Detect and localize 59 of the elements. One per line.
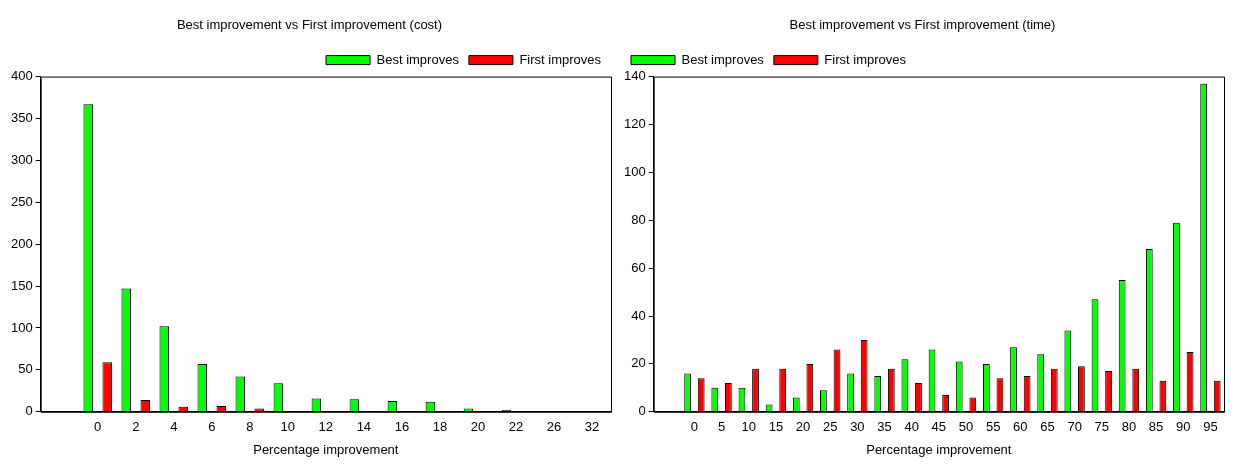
x-tick-label: 0 (690, 419, 699, 435)
x-tick-label: 65 (1040, 419, 1055, 435)
x-tick-label: 10 (280, 419, 296, 435)
y-tick-label: 50 (18, 361, 33, 377)
x-tick-label: 20 (470, 419, 486, 435)
x-axis-title: Percentage improvement (253, 441, 399, 457)
x-tick-label: 45 (931, 419, 947, 435)
x-tick-label: 50 (958, 419, 974, 435)
chart-title: Best improvement vs First improvement (cost) (176, 17, 443, 33)
x-tick-label: 75 (1094, 419, 1110, 435)
x-tick-label: 15 (768, 419, 784, 435)
x-tick-label: 6 (208, 419, 216, 435)
x-tick-label: 2 (132, 419, 140, 435)
x-axis-title: Percentage improvement (866, 441, 1012, 457)
x-tick-label: 80 (1121, 419, 1137, 435)
x-tick-label: 22 (508, 419, 524, 435)
x-tick-label: 8 (246, 419, 254, 435)
legend-label: Best improves (681, 51, 765, 67)
x-tick-label: 20 (795, 419, 811, 435)
y-tick-label: 100 (10, 319, 33, 335)
y-tick-label: 0 (25, 403, 33, 419)
y-tick-label: 400 (10, 68, 33, 84)
x-tick-label: 60 (1013, 419, 1028, 435)
y-tick-label: 0 (638, 403, 646, 419)
x-tick-label: 40 (904, 419, 919, 435)
x-tick-label: 35 (877, 419, 892, 435)
x-tick-label: 30 (850, 419, 865, 435)
y-tick-label: 140 (623, 68, 646, 84)
x-tick-label: 55 (985, 419, 1001, 435)
x-tick-label: 4 (170, 419, 178, 435)
legend-label: First improves (824, 51, 907, 67)
y-tick-label: 200 (10, 235, 33, 251)
x-tick-label: 70 (1067, 419, 1082, 435)
y-tick-label: 80 (631, 211, 646, 227)
y-tick-label: 350 (10, 110, 33, 126)
y-tick-label: 20 (631, 355, 646, 371)
legend-label: Best improves (376, 51, 460, 67)
chart-title: Best improvement vs First improvement (time) (789, 17, 1056, 33)
y-tick-label: 250 (10, 193, 33, 209)
y-tick-label: 300 (10, 151, 33, 167)
x-tick-label: 12 (318, 419, 334, 435)
x-tick-label: 25 (822, 419, 838, 435)
x-tick-label: 14 (356, 419, 372, 435)
x-tick-label: 18 (432, 419, 448, 435)
x-tick-label: 5 (717, 419, 726, 435)
x-tick-label: 16 (394, 419, 410, 435)
x-tick-label: 85 (1148, 419, 1164, 435)
x-tick-label: 32 (584, 419, 600, 435)
x-tick-label: 95 (1203, 419, 1218, 435)
legend-label: First improves (519, 51, 602, 67)
y-tick-label: 100 (623, 163, 646, 179)
y-tick-label: 150 (10, 277, 33, 293)
x-tick-label: 90 (1176, 419, 1191, 435)
x-tick-label: 26 (546, 419, 562, 435)
y-tick-label: 120 (623, 116, 646, 132)
y-tick-label: 40 (631, 307, 646, 323)
x-tick-label: 0 (94, 419, 102, 435)
y-tick-label: 60 (631, 259, 646, 275)
x-tick-label: 10 (741, 419, 756, 435)
